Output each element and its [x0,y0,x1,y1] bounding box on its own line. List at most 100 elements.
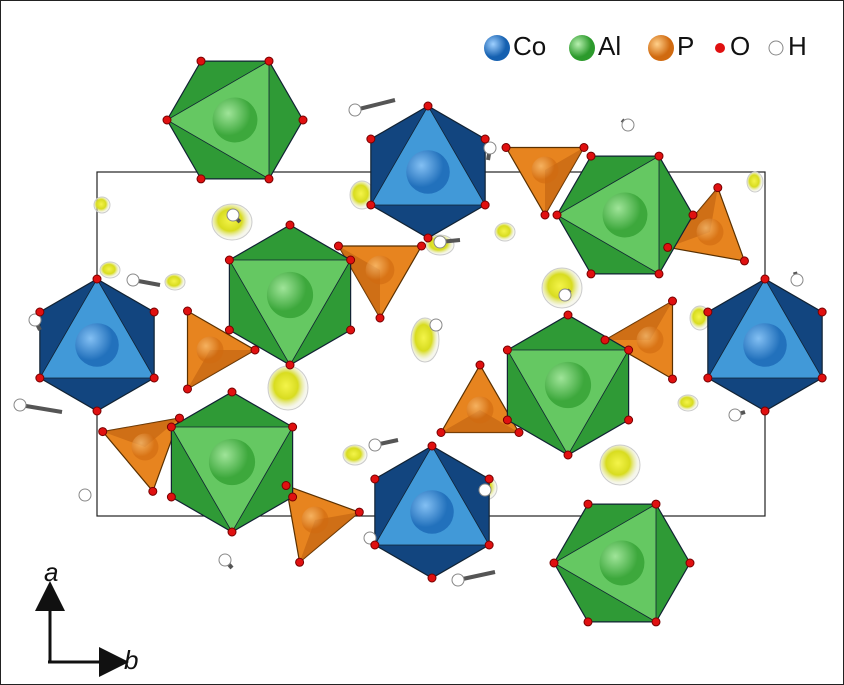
o-atom [480,134,490,144]
o-atom [196,174,206,184]
o-atom [196,56,206,66]
o-atom [427,573,437,583]
o-atom [264,174,274,184]
p-atom [531,156,559,184]
axes-indicator: a b [35,557,138,677]
h-atom [226,208,240,222]
al-octahedron-atom [599,540,645,586]
o-atom [668,296,677,306]
o-atom [475,360,485,370]
o-atom [703,307,713,317]
o-atom [563,450,573,460]
o-atom [436,428,446,437]
o-atom [817,307,827,317]
o-atom [174,413,184,423]
legend-label: Co [513,31,546,61]
o-atom [739,256,749,266]
o-atom [427,441,437,451]
p-atom [131,433,159,461]
density-isosurface [164,273,186,291]
o-atom [227,527,237,537]
o-atom [817,373,827,383]
o-atom [654,269,664,279]
o-atom [703,373,713,383]
co-octahedron-atom [406,150,450,194]
density-isosurface [93,196,111,214]
co-octahedron-atom [75,323,119,367]
co-octahedron-atom [410,490,454,534]
o-atom [285,360,295,370]
o-atom [92,274,102,284]
h-atom [483,141,497,155]
o-atom [288,492,298,502]
o-atom [668,374,677,384]
o-atom [600,335,610,345]
p-atom [365,255,395,285]
density-isosurface [99,261,121,279]
o-atom [502,415,512,425]
density-isosurface [267,365,309,411]
h-atom [368,438,382,452]
o-atom [549,558,559,568]
h-atom [478,483,492,497]
al-octahedron-atom [544,361,592,409]
h-atom [28,313,42,327]
h-atom [451,573,465,587]
o-atom [224,255,234,265]
o-atom [624,415,634,425]
legend-label: H [788,31,807,61]
o-atom [149,373,159,383]
p-atom [301,506,329,534]
o-atom [98,427,108,437]
o-atom [281,481,291,491]
o-atom [579,143,589,152]
h-atom [429,318,443,332]
o-atom [713,183,723,193]
legend-label: P [677,31,694,61]
o-atom [92,406,102,416]
h-atom [78,488,92,502]
density-isosurface [494,222,516,242]
h-atom [126,273,140,287]
o-atom [484,540,494,550]
h-atom [13,398,27,412]
o-atom [480,200,490,210]
h-atom [433,235,447,249]
o-h-bond [354,98,396,112]
o-atom [370,540,380,550]
o-atom [654,151,664,161]
o-atom [417,241,427,251]
o-atom [552,210,562,220]
p-atom [696,218,724,246]
legend-h-icon [768,40,784,56]
legend-p-icon [648,35,674,61]
legend: Co Al P O H [484,31,807,61]
o-atom [285,220,295,230]
o-atom [183,306,192,316]
o-atom [354,507,364,517]
o-atom [370,474,380,484]
o-atom [346,325,356,335]
o-atom [295,557,305,567]
o-atom [663,242,673,252]
p-tetrahedron-face [102,418,180,447]
h-atom [790,273,804,287]
o-atom [183,384,192,394]
o-atom [501,143,511,152]
o-atom [148,486,158,496]
density-isosurface [746,171,764,193]
o-atom [624,345,634,355]
polyhedra [13,56,827,627]
o-atom [651,617,661,627]
o-atom [227,387,237,397]
o-atom [760,406,770,416]
o-atom [586,269,596,279]
o-atom [423,233,433,243]
o-atom [586,151,596,161]
o-atom [760,274,770,284]
legend-label: Al [598,31,621,61]
al-octahedron-atom [266,271,314,319]
o-atom [502,345,512,355]
o-atom [250,345,260,355]
